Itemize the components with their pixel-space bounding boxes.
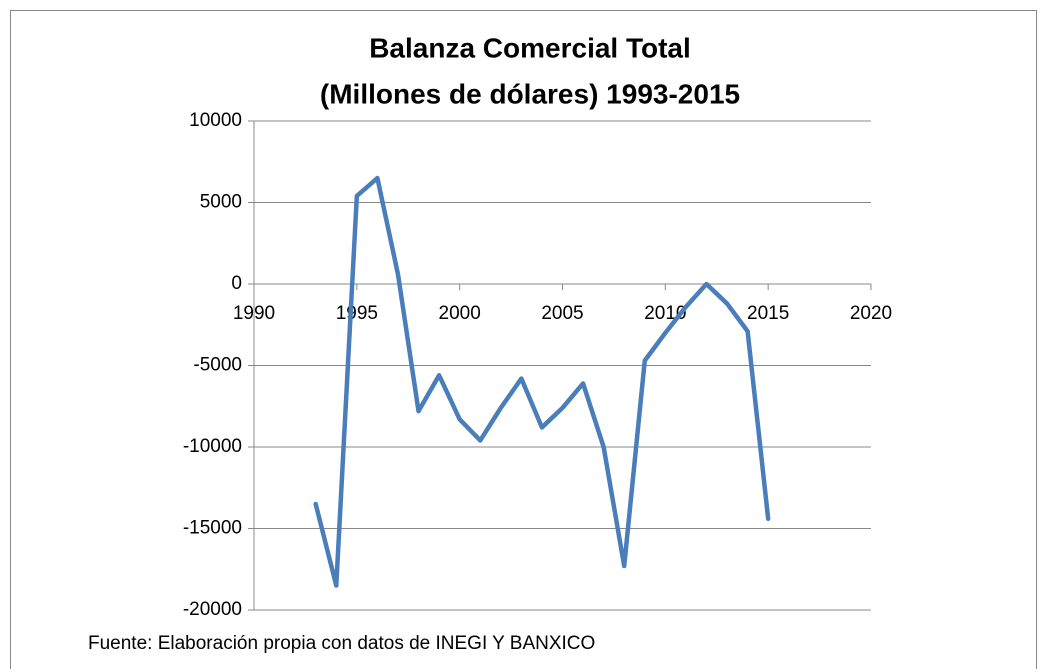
y-tick-label: -5000 — [193, 355, 242, 376]
y-tick-label: 5000 — [200, 192, 242, 213]
y-tick-label: -10000 — [183, 436, 242, 457]
x-tick-label: 2015 — [747, 303, 789, 324]
chart-title: (Millones de dólares) 1993-2015 — [320, 78, 740, 109]
x-tick-label: 2005 — [541, 303, 583, 324]
y-tick-label: 0 — [231, 273, 242, 294]
chart-title: Balanza Comercial Total — [369, 32, 691, 63]
y-tick-label: -15000 — [183, 518, 242, 539]
data-line — [313, 175, 771, 588]
y-tick-label: 10000 — [189, 110, 242, 131]
x-tick-label: 2020 — [850, 303, 892, 324]
chart-border — [10, 10, 1037, 669]
y-tick-label: -20000 — [183, 599, 242, 620]
x-tick-label: 1995 — [336, 303, 378, 324]
x-tick-label: 1990 — [233, 303, 275, 324]
source-note: Fuente: Elaboración propia con datos de … — [88, 633, 595, 654]
x-tick-label: 2000 — [439, 303, 481, 324]
